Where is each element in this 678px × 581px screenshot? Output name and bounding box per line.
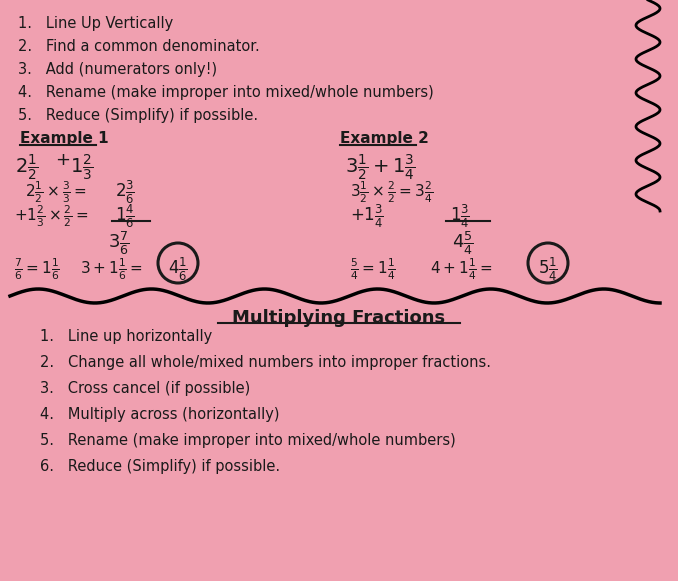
- Text: $4+1\frac{1}{4}=$: $4+1\frac{1}{4}=$: [430, 256, 493, 282]
- Text: $4\frac{5}{4}$: $4\frac{5}{4}$: [452, 229, 473, 257]
- Text: $\frac{7}{6}=1\frac{1}{6}$: $\frac{7}{6}=1\frac{1}{6}$: [14, 256, 60, 282]
- Text: $+1\frac{3}{4}$: $+1\frac{3}{4}$: [350, 203, 384, 231]
- Text: $2\frac{1}{2}$: $2\frac{1}{2}$: [15, 153, 38, 183]
- Text: 5.   Rename (make improper into mixed/whole numbers): 5. Rename (make improper into mixed/whol…: [40, 433, 456, 448]
- Text: 3.   Add (numerators only!): 3. Add (numerators only!): [18, 62, 217, 77]
- Text: $1\frac{3}{4}$: $1\frac{3}{4}$: [450, 203, 470, 231]
- Text: Multiplying Fractions: Multiplying Fractions: [233, 309, 445, 327]
- Text: Example 1: Example 1: [20, 131, 108, 146]
- Text: $2\frac{1}{2}\times\frac{3}{3}=$: $2\frac{1}{2}\times\frac{3}{3}=$: [25, 179, 87, 205]
- Text: $\frac{5}{4}=1\frac{1}{4}$: $\frac{5}{4}=1\frac{1}{4}$: [350, 256, 396, 282]
- Text: $3+1\frac{1}{6}=$: $3+1\frac{1}{6}=$: [80, 256, 143, 282]
- Text: 2.   Change all whole/mixed numbers into improper fractions.: 2. Change all whole/mixed numbers into i…: [40, 355, 491, 370]
- Text: Example 2: Example 2: [340, 131, 429, 146]
- Text: $3\frac{7}{6}$: $3\frac{7}{6}$: [108, 229, 129, 257]
- Text: $3\frac{1}{2}+1\frac{3}{4}$: $3\frac{1}{2}+1\frac{3}{4}$: [345, 153, 416, 183]
- Text: $5\frac{1}{4}$: $5\frac{1}{4}$: [538, 256, 558, 284]
- Text: 6.   Reduce (Simplify) if possible.: 6. Reduce (Simplify) if possible.: [40, 459, 280, 474]
- Text: 4.   Multiply across (horizontally): 4. Multiply across (horizontally): [40, 407, 279, 422]
- Text: 2.   Find a common denominator.: 2. Find a common denominator.: [18, 39, 260, 54]
- Text: 4.   Rename (make improper into mixed/whole numbers): 4. Rename (make improper into mixed/whol…: [18, 85, 434, 100]
- Text: 3.   Cross cancel (if possible): 3. Cross cancel (if possible): [40, 381, 250, 396]
- Text: $1\frac{2}{3}$: $1\frac{2}{3}$: [70, 153, 93, 183]
- Text: 5.   Reduce (Simplify) if possible.: 5. Reduce (Simplify) if possible.: [18, 108, 258, 123]
- Text: $+$: $+$: [55, 151, 70, 169]
- Text: $3\frac{1}{2}\times\frac{2}{2}=3\frac{2}{4}$: $3\frac{1}{2}\times\frac{2}{2}=3\frac{2}…: [350, 179, 433, 205]
- Text: $2\frac{3}{6}$: $2\frac{3}{6}$: [115, 179, 135, 206]
- Text: 1.   Line Up Vertically: 1. Line Up Vertically: [18, 16, 174, 31]
- Text: $1\frac{4}{6}$: $1\frac{4}{6}$: [115, 203, 135, 231]
- Text: $+1\frac{2}{3}\times\frac{2}{2}=$: $+1\frac{2}{3}\times\frac{2}{2}=$: [14, 203, 89, 228]
- Text: 1.   Line up horizontally: 1. Line up horizontally: [40, 329, 212, 344]
- Text: $4\frac{1}{6}$: $4\frac{1}{6}$: [168, 256, 188, 284]
